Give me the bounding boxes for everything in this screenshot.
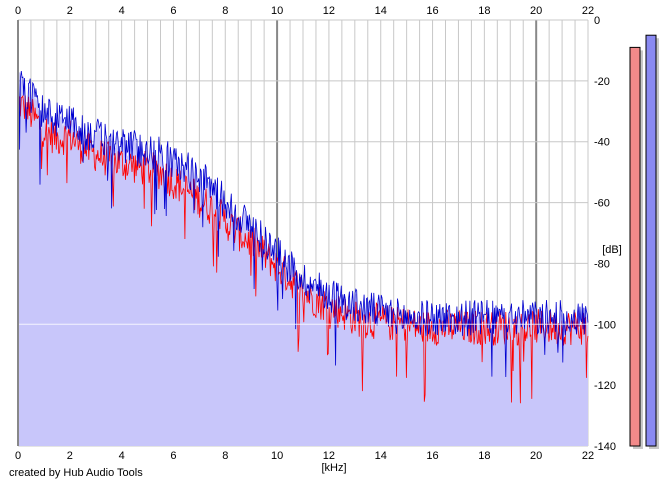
y-tick-label: -140 [594,441,616,453]
x-tick-label-bottom: 4 [119,450,125,462]
x-tick-label-bottom: 16 [426,450,438,462]
x-axis-top-ticks: 0 2 4 6 8 10 12 14 16 18 20 22 [15,5,594,17]
level-meters [629,34,659,450]
x-axis-bottom-ticks: 0 2 4 6 8 10 12 14 16 18 20 22 [15,450,594,462]
x-tick-label-top: 2 [67,5,73,17]
y-axis-label: [dB] [602,244,622,256]
x-tick-label-bottom: 8 [222,450,228,462]
x-tick-label-bottom: 14 [375,450,387,462]
series-lines [17,69,589,404]
y-tick-label: 0 [594,15,600,27]
y-tick-label: -100 [594,319,616,331]
y-tick-label: -80 [594,258,610,270]
x-tick-label-top: 4 [119,5,125,17]
credit-text: created by Hub Audio Tools [9,467,143,479]
level-meter-bar [645,34,657,447]
series-line-blue [17,69,589,378]
x-tick-label-bottom: 10 [271,450,283,462]
x-tick-label-bottom: 20 [530,450,542,462]
x-tick-label-bottom: 18 [478,450,490,462]
x-tick-label-top: 14 [375,5,387,17]
x-tick-label-bottom: 0 [15,450,21,462]
y-tick-label: -20 [594,76,610,88]
x-tick-label-top: 22 [582,5,594,17]
x-tick-label-bottom: 6 [170,450,176,462]
y-tick-label: -40 [594,137,610,149]
x-tick-label-bottom: 2 [67,450,73,462]
x-axis-label: [kHz] [321,462,346,474]
x-tick-label-top: 20 [530,5,542,17]
x-tick-label-top: 10 [271,5,283,17]
x-tick-label-top: 0 [15,5,21,17]
x-tick-label-top: 8 [222,5,228,17]
x-tick-label-top: 12 [323,5,335,17]
x-tick-label-top: 18 [478,5,490,17]
y-tick-label: -60 [594,198,610,210]
x-tick-label-top: 6 [170,5,176,17]
level-meter-bar [629,46,641,447]
x-tick-label-bottom: 12 [323,450,335,462]
series-line-red [17,94,589,404]
x-tick-label-bottom: 22 [582,450,594,462]
y-tick-label: -120 [594,380,616,392]
x-tick-label-top: 16 [426,5,438,17]
y-axis-ticks: 0 -20 -40 -60 -80 -100 -120 -140 [594,15,616,453]
